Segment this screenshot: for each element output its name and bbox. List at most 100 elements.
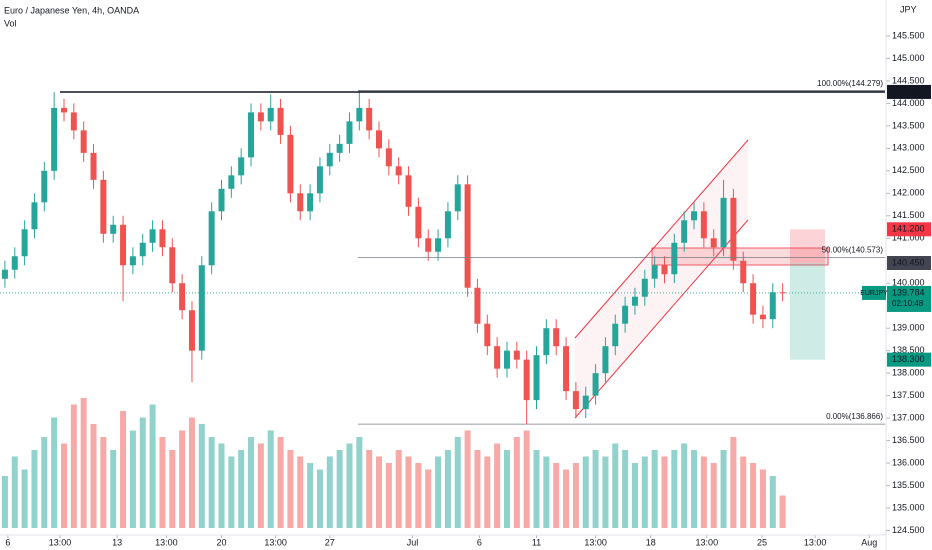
level-box <box>887 84 931 99</box>
candle-body <box>730 197 737 261</box>
volume-bar <box>503 450 510 528</box>
candle-body <box>503 350 510 369</box>
candle-body <box>385 148 392 167</box>
volume-bar <box>484 456 491 528</box>
y-tick-label: 144.500 <box>892 75 925 85</box>
candle-body <box>395 166 402 176</box>
target-label: 138.300 <box>892 354 925 364</box>
candle-body <box>326 152 333 167</box>
volume-bar <box>11 456 18 528</box>
candle-body <box>622 305 629 324</box>
candle-body <box>228 175 235 189</box>
candle-body <box>435 238 442 252</box>
y-tick-label: 139.000 <box>892 323 925 333</box>
y-tick-label: 138.000 <box>892 368 925 378</box>
candle-body <box>563 346 570 392</box>
channel-fill <box>575 140 748 418</box>
candle-body <box>681 220 688 243</box>
volume-bar <box>681 443 688 528</box>
channel-upper <box>574 139 749 339</box>
price-tag-box <box>887 285 931 312</box>
volume-bar <box>563 469 570 528</box>
candle-body <box>336 143 343 153</box>
volume-bar <box>661 456 668 528</box>
volume-bar <box>710 463 717 528</box>
position <box>790 229 825 360</box>
candle-body <box>218 188 225 212</box>
x-tick-label: 13:00 <box>264 537 287 547</box>
candle-body <box>297 193 304 212</box>
candle-body <box>149 229 156 243</box>
volume-bar <box>267 430 274 528</box>
candle-body <box>641 278 648 297</box>
candle-body <box>90 152 97 180</box>
candle-body <box>346 121 353 144</box>
candle-body <box>366 107 373 131</box>
x-tick-label: 6 <box>5 537 10 547</box>
candle-body <box>415 206 422 239</box>
volume-bar <box>454 437 461 528</box>
volume-bar <box>179 430 186 528</box>
volume-bar <box>582 456 589 528</box>
volume-bar <box>297 456 304 528</box>
candle-body <box>248 112 255 158</box>
x-tick-label: 20 <box>216 537 226 547</box>
volume-bar <box>198 424 205 528</box>
candle-body <box>572 391 579 410</box>
candle-body <box>1 269 8 279</box>
candle-body <box>11 256 18 270</box>
volume-bar <box>700 456 707 528</box>
y-tick-label: 137.000 <box>892 412 925 422</box>
volume-bar <box>80 398 87 528</box>
y-tick-label: 144.000 <box>892 98 925 108</box>
candle-body <box>425 238 432 252</box>
volume-bar <box>740 456 747 528</box>
volume-bar <box>720 450 727 528</box>
candle-body <box>769 292 776 320</box>
volume-bar <box>523 430 530 528</box>
candle-body <box>405 175 412 207</box>
y-tick-label: 142.500 <box>892 165 925 175</box>
y-tick-label: 124.500 <box>892 525 925 535</box>
entry-label: 140.450 <box>892 257 925 267</box>
x-tick-label: Aug <box>861 537 877 547</box>
candle-body <box>41 170 48 203</box>
volume-bar <box>750 463 757 528</box>
volume-bar <box>100 437 107 528</box>
volume-bar <box>513 437 520 528</box>
candle-body <box>602 346 609 374</box>
volume-bar <box>592 450 599 528</box>
candle-body <box>543 328 550 356</box>
volume-bar <box>238 450 245 528</box>
position-stop <box>790 229 825 264</box>
volume-bar <box>435 456 442 528</box>
stop-box <box>887 222 931 237</box>
currency-label: JPY <box>900 4 917 14</box>
candle-body <box>454 184 461 212</box>
volume-bar <box>385 463 392 528</box>
candle-body <box>129 256 136 266</box>
volume-bar <box>356 437 363 528</box>
x-tick-label: 18 <box>646 537 656 547</box>
y-tick-label: 145.500 <box>892 30 925 40</box>
volume-bar <box>120 411 127 528</box>
candle-body <box>120 224 127 266</box>
candle-body <box>316 166 323 194</box>
candle-body <box>169 247 176 284</box>
candle-body <box>307 193 314 212</box>
candle-body <box>70 112 77 131</box>
y-tick-label: 140.000 <box>892 278 925 288</box>
volume-bar <box>129 430 136 528</box>
y-tick-label: 142.000 <box>892 188 925 198</box>
volume-bar <box>376 456 383 528</box>
volume-bar <box>572 463 579 528</box>
volume-bar <box>366 450 373 528</box>
level-label: 144.255 <box>892 86 925 96</box>
x-tick-label: 25 <box>757 537 767 547</box>
candle-body <box>661 265 668 275</box>
candle-body <box>592 373 599 396</box>
candle-body <box>80 130 87 153</box>
volume-bar <box>464 430 471 528</box>
volume-bar <box>651 450 658 528</box>
